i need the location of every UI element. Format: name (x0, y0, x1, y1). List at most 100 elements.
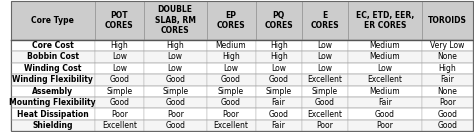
Bar (421, 74, 474, 86)
Bar (207, 40, 255, 51)
Text: Mounting Flexibility: Mounting Flexibility (9, 98, 96, 107)
Bar (302, 51, 348, 63)
Bar (95, 40, 144, 51)
Bar (10, 63, 95, 74)
Text: Poor: Poor (439, 98, 456, 107)
Text: Excellent: Excellent (308, 110, 342, 119)
Bar (10, 120, 95, 131)
Text: Good: Good (109, 98, 129, 107)
Text: Medium: Medium (216, 41, 246, 50)
Text: Simple: Simple (312, 87, 338, 96)
Text: TOROIDS: TOROIDS (428, 16, 467, 25)
Bar (207, 63, 255, 74)
Bar (95, 51, 144, 63)
Text: Simple: Simple (218, 87, 244, 96)
Bar (95, 120, 144, 131)
Bar (302, 86, 348, 97)
Text: EP
CORES: EP CORES (217, 11, 246, 30)
Bar (302, 74, 348, 86)
Text: Fair: Fair (272, 98, 286, 107)
Bar (144, 1, 207, 40)
Bar (144, 74, 207, 86)
Text: Excellent: Excellent (102, 121, 137, 130)
Bar (255, 120, 302, 131)
Bar (95, 74, 144, 86)
Bar (10, 86, 95, 97)
Text: Poor: Poor (167, 110, 183, 119)
Bar (302, 40, 348, 51)
Bar (255, 86, 302, 97)
Bar (348, 74, 421, 86)
Text: Fair: Fair (440, 75, 455, 84)
Bar (10, 74, 95, 86)
Bar (255, 51, 302, 63)
Text: Good: Good (438, 110, 457, 119)
Bar (255, 1, 302, 40)
Text: Poor: Poor (223, 110, 239, 119)
Text: Poor: Poor (317, 121, 333, 130)
Bar (207, 1, 255, 40)
Bar (255, 40, 302, 51)
Text: Low: Low (318, 41, 332, 50)
Bar (144, 108, 207, 120)
Text: Low: Low (112, 53, 127, 62)
Bar (207, 86, 255, 97)
Text: None: None (438, 53, 457, 62)
Text: Shielding: Shielding (32, 121, 73, 130)
Text: Poor: Poor (111, 110, 128, 119)
Bar (348, 120, 421, 131)
Bar (10, 108, 95, 120)
Bar (348, 86, 421, 97)
Bar (421, 63, 474, 74)
Bar (302, 120, 348, 131)
Bar (10, 51, 95, 63)
Bar (302, 1, 348, 40)
Text: Good: Good (165, 98, 185, 107)
Bar (10, 1, 95, 40)
Bar (255, 74, 302, 86)
Bar (144, 86, 207, 97)
Text: Core Type: Core Type (31, 16, 74, 25)
Text: Assembly: Assembly (32, 87, 73, 96)
Text: Simple: Simple (265, 87, 292, 96)
Text: Simple: Simple (162, 87, 188, 96)
Text: PQ
CORES: PQ CORES (264, 11, 293, 30)
Bar (144, 40, 207, 51)
Bar (144, 63, 207, 74)
Bar (207, 74, 255, 86)
Text: Heat Dissipation: Heat Dissipation (17, 110, 89, 119)
Text: Winding Flexibility: Winding Flexibility (12, 75, 93, 84)
Bar (302, 97, 348, 108)
Bar (255, 97, 302, 108)
Text: Low: Low (168, 53, 182, 62)
Bar (348, 97, 421, 108)
Text: Good: Good (165, 75, 185, 84)
Text: Good: Good (109, 75, 129, 84)
Bar (421, 97, 474, 108)
Text: Good: Good (269, 75, 289, 84)
Text: Medium: Medium (370, 41, 400, 50)
Text: Good: Good (375, 110, 395, 119)
Text: Low: Low (318, 53, 332, 62)
Bar (207, 51, 255, 63)
Bar (255, 63, 302, 74)
Text: Low: Low (271, 64, 286, 73)
Text: E
CORES: E CORES (310, 11, 339, 30)
Bar (144, 120, 207, 131)
Bar (207, 108, 255, 120)
Bar (144, 51, 207, 63)
Text: Medium: Medium (370, 53, 400, 62)
Text: Poor: Poor (376, 121, 393, 130)
Text: High: High (270, 41, 288, 50)
Bar (144, 97, 207, 108)
Text: Core Cost: Core Cost (32, 41, 73, 50)
Bar (421, 108, 474, 120)
Text: High: High (438, 64, 456, 73)
Bar (302, 63, 348, 74)
Text: Good: Good (221, 98, 241, 107)
Bar (348, 63, 421, 74)
Text: Low: Low (318, 64, 332, 73)
Text: Bobbin Cost: Bobbin Cost (27, 53, 79, 62)
Bar (207, 97, 255, 108)
Bar (421, 40, 474, 51)
